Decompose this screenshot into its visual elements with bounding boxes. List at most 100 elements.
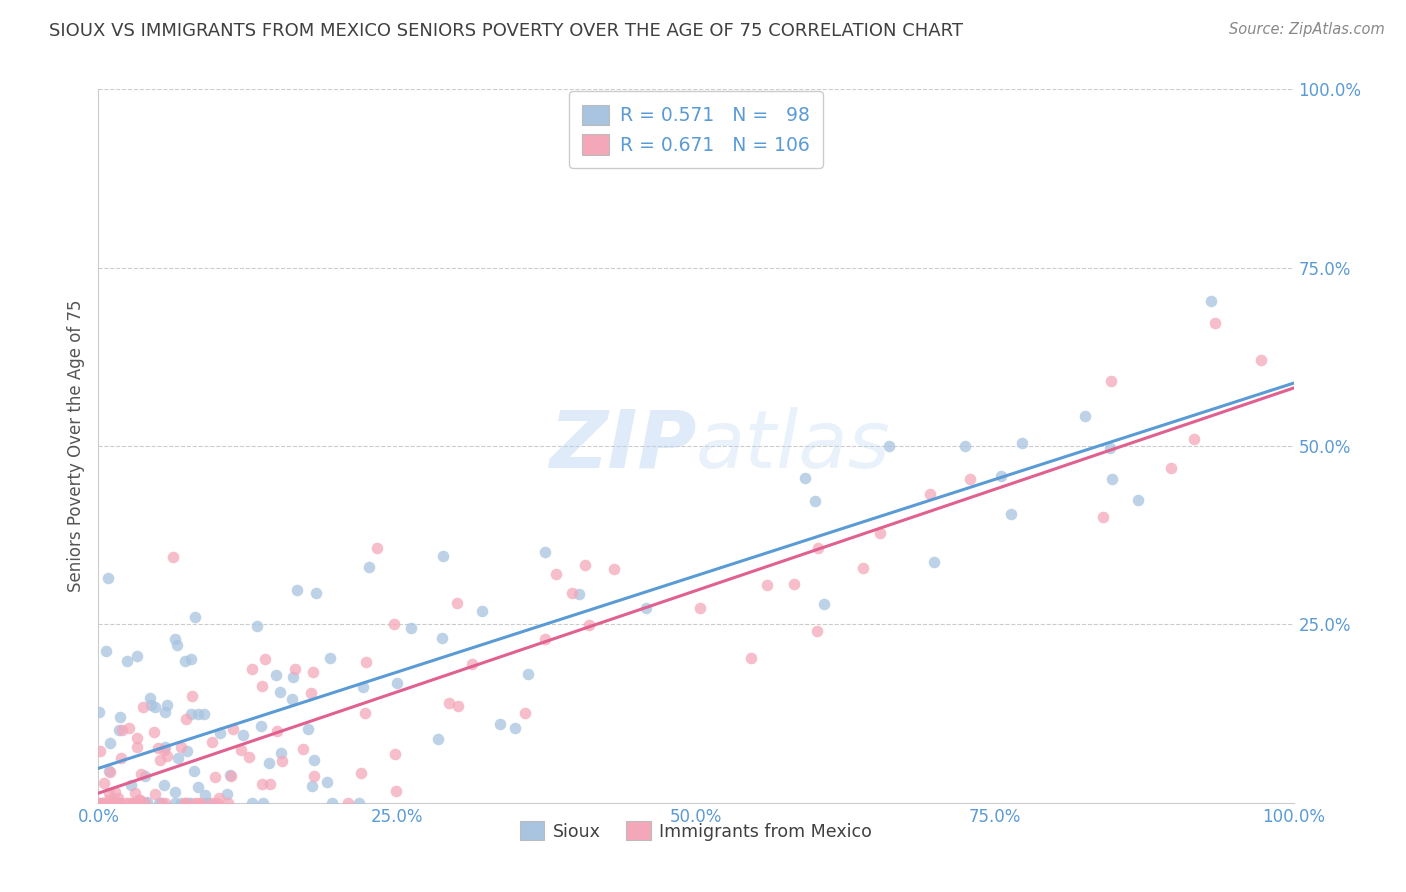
Text: SIOUX VS IMMIGRANTS FROM MEXICO SENIORS POVERTY OVER THE AGE OF 75 CORRELATION C: SIOUX VS IMMIGRANTS FROM MEXICO SENIORS … [49,22,963,40]
Point [141,698,163,712]
Point [253,652,276,666]
Point [807,541,830,555]
Point [143,700,166,714]
Point [174,712,197,726]
Point [271,754,294,768]
Point [568,586,591,600]
Point [1092,509,1115,524]
Point [471,604,494,618]
Point [446,596,468,610]
Point [149,796,172,810]
Point [350,765,373,780]
Point [110,751,132,765]
Point [259,777,281,791]
Point [356,655,378,669]
Point [127,796,149,810]
Point [794,471,817,485]
Point [1099,374,1122,388]
Point [138,691,160,706]
Point [132,796,155,810]
Point [953,439,976,453]
Point [1182,432,1205,446]
Point [107,790,129,805]
Point [108,709,131,723]
Point [217,796,239,810]
Text: atlas: atlas [696,407,891,485]
Point [165,785,187,799]
Point [803,493,825,508]
Point [503,722,526,736]
Point [1101,472,1123,486]
Point [250,719,273,733]
Point [184,610,207,624]
Point [98,736,121,750]
Point [134,796,156,810]
Point [127,740,149,755]
Point [209,726,232,740]
Point [89,744,111,758]
Point [194,796,217,810]
Point [1250,353,1272,368]
Point [93,776,115,790]
Point [259,756,281,771]
Point [301,665,323,680]
Point [806,624,828,639]
Point [352,680,374,694]
Y-axis label: Seniors Poverty Over the Age of 75: Seniors Poverty Over the Age of 75 [66,300,84,592]
Point [287,582,309,597]
Point [89,796,111,810]
Point [87,706,110,720]
Point [142,725,165,739]
Point [98,764,121,778]
Point [250,777,273,791]
Point [97,572,120,586]
Point [115,655,138,669]
Point [924,555,946,569]
Point [146,740,169,755]
Point [250,679,273,693]
Point [432,549,454,564]
Point [152,743,174,757]
Point [101,796,124,810]
Point [152,778,174,792]
Point [176,743,198,757]
Point [534,632,557,646]
Point [125,649,148,664]
Point [813,597,835,611]
Point [297,723,319,737]
Point [1204,316,1226,330]
Point [103,795,125,809]
Point [187,707,209,722]
Point [357,559,380,574]
Point [122,796,145,810]
Point [107,723,129,737]
Point [603,562,626,576]
Point [198,796,221,810]
Point [240,663,263,677]
Point [204,770,226,784]
Point [1000,507,1022,521]
Point [447,698,470,713]
Text: Source: ZipAtlas.com: Source: ZipAtlas.com [1229,22,1385,37]
Point [281,692,304,706]
Point [180,707,202,722]
Point [100,796,122,810]
Point [134,769,156,783]
Point [517,667,540,681]
Point [162,549,184,564]
Point [385,784,408,798]
Point [118,796,141,810]
Point [238,749,260,764]
Point [201,796,224,810]
Point [574,558,596,573]
Point [270,746,292,760]
Point [219,768,242,782]
Point [432,631,454,645]
Point [174,796,197,810]
Point [156,749,179,764]
Point [1011,436,1033,450]
Point [281,670,304,684]
Point [184,796,207,810]
Point [181,689,204,703]
Point [104,785,127,799]
